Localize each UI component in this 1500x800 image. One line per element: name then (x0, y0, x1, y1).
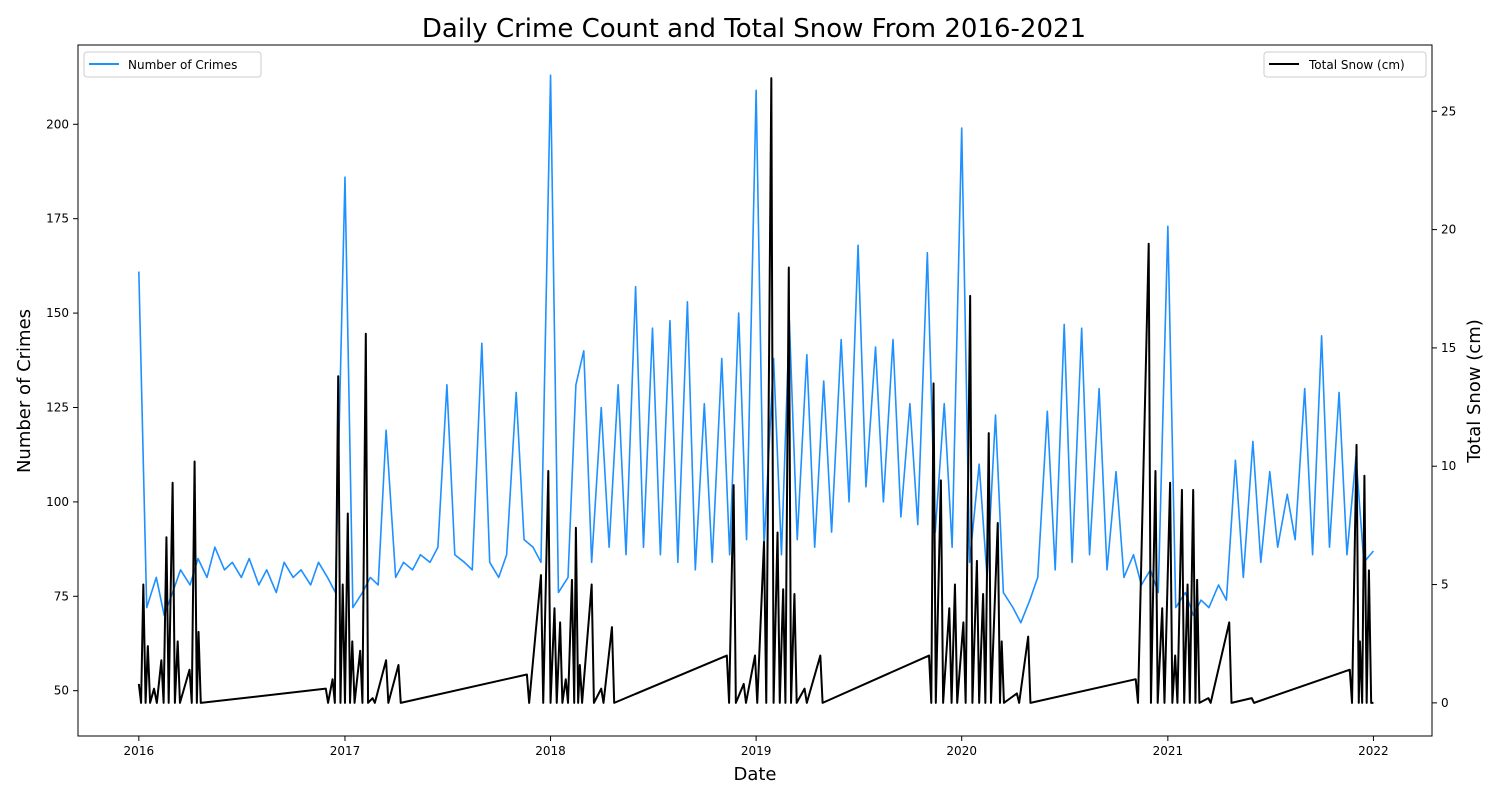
axes: 2016 2017 2018 2019 2020 2021 2022507510012515… (46, 104, 1456, 758)
y-left-tick-label: 200 (46, 117, 69, 131)
y-left-tick-label: 150 (46, 306, 69, 320)
x-tick-label: 2017 (330, 744, 361, 758)
y-axis-left-label: Number of Crimes (14, 309, 35, 473)
series-line-total-snow (137, 77, 1374, 704)
y-left-tick-label: 75 (54, 589, 69, 603)
y-right-tick-label: 10 (1441, 459, 1456, 473)
x-tick-label: 2016 (124, 744, 155, 758)
y-right-tick-label: 15 (1441, 341, 1456, 355)
legend-right-label: Total Snow (cm) (1308, 58, 1405, 72)
legend-left-label: Number of Crimes (128, 58, 237, 72)
legend-right-box (1263, 51, 1427, 78)
y-right-tick-label: 5 (1441, 578, 1449, 592)
plot-area (137, 74, 1375, 704)
legend-left: Number of Crimes (83, 51, 262, 78)
x-tick-label: 2020 (946, 744, 977, 758)
x-tick-label: 2018 (535, 744, 566, 758)
y-left-tick-label: 100 (46, 495, 69, 509)
plot-frame (77, 44, 1433, 737)
x-axis-label: Date (733, 764, 776, 785)
series-line-number-of-crimes (138, 74, 1375, 624)
y-right-tick-label: 0 (1441, 696, 1449, 710)
x-tick-label: 2019 (741, 744, 772, 758)
legend-right: Total Snow (cm) (1263, 51, 1427, 78)
y-left-tick-label: 50 (54, 684, 69, 698)
y-left-tick-label: 175 (46, 212, 69, 226)
x-tick-label: 2022 (1358, 744, 1389, 758)
legend-left-box (83, 51, 262, 78)
chart-title: Daily Crime Count and Total Snow From 20… (422, 14, 1086, 44)
y-right-tick-label: 25 (1441, 104, 1456, 118)
y-axis-right-label: Total Snow (cm) (1464, 319, 1485, 464)
x-tick-label: 2021 (1153, 744, 1184, 758)
y-left-tick-label: 125 (46, 400, 69, 414)
y-right-tick-label: 20 (1441, 223, 1456, 237)
